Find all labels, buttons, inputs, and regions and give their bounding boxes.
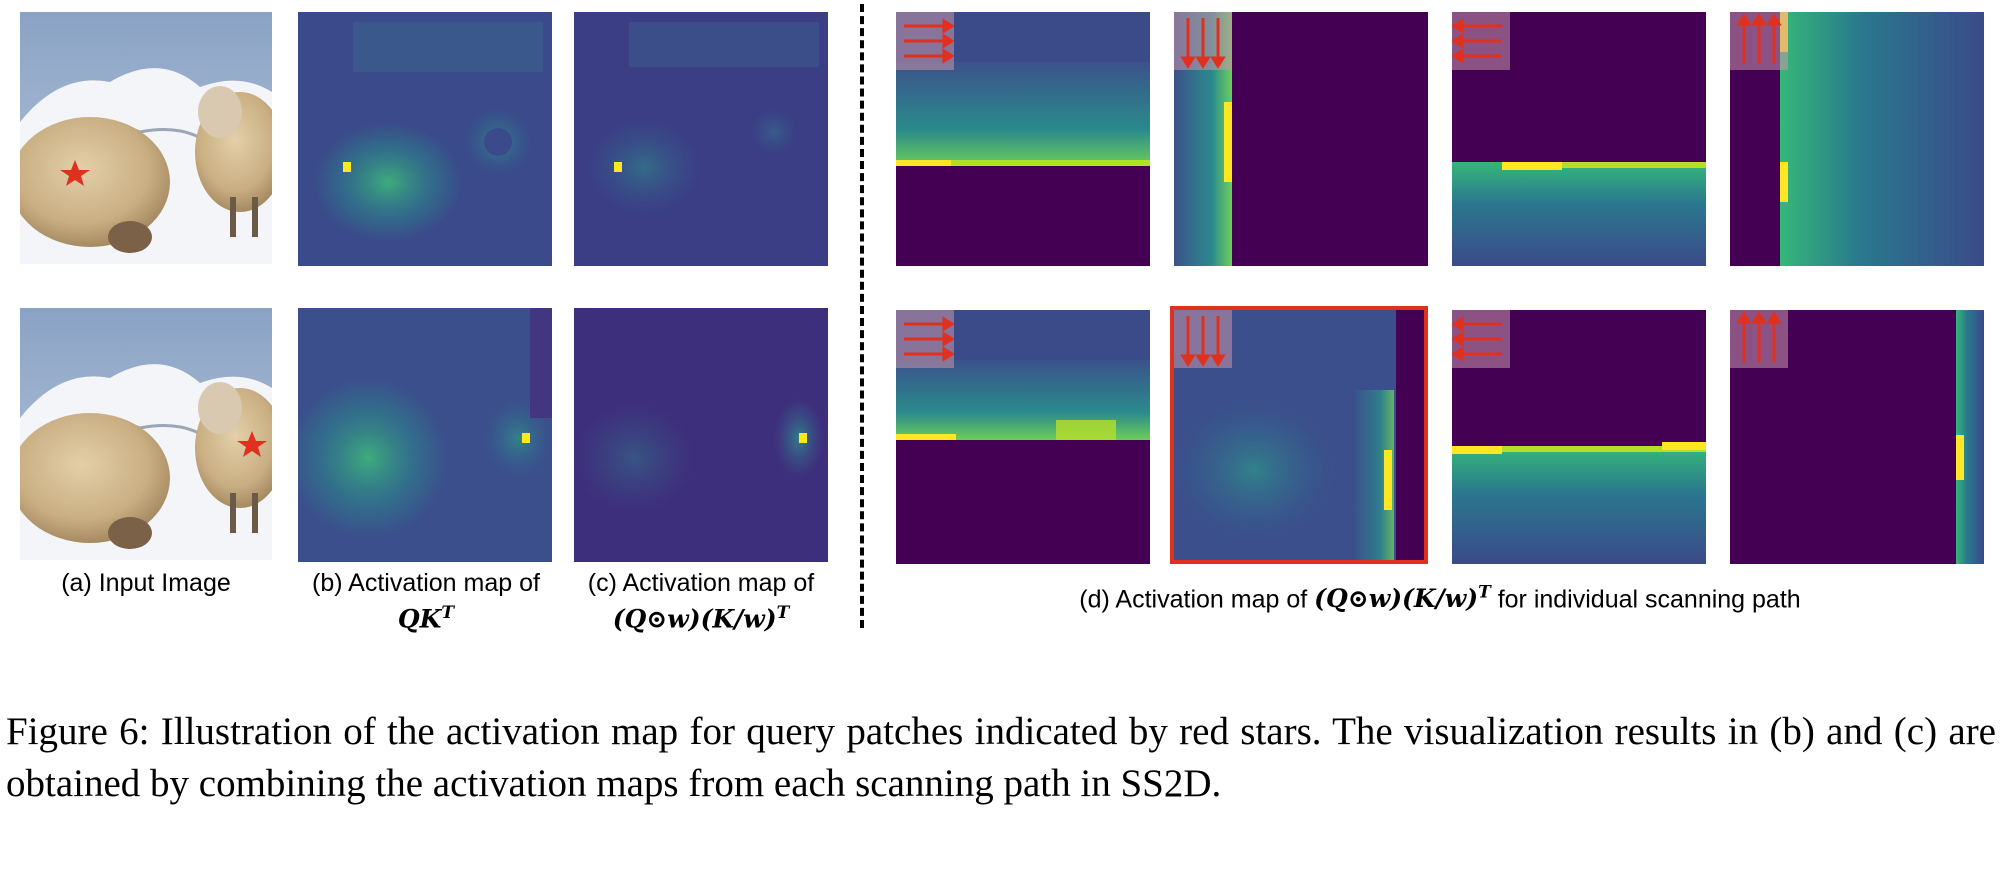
query-star-icon bbox=[237, 431, 267, 457]
scan-map-top-4 bbox=[1730, 12, 1984, 266]
sublabel-b-formula: QKT bbox=[286, 598, 566, 634]
horizontal-reverse-scan-icon bbox=[1452, 12, 1510, 70]
sublabel-b-formula-sup: T bbox=[441, 603, 455, 623]
sublabel-b-text: (b) Activation map of bbox=[312, 569, 540, 597]
scan-map-top-1 bbox=[896, 12, 1150, 266]
query-star-icon bbox=[60, 160, 90, 186]
sublabel-a: (a) Input Image bbox=[20, 568, 272, 598]
input-image-top bbox=[20, 12, 272, 264]
sublabel-b: (b) Activation map of QKT bbox=[286, 568, 566, 634]
sublabel-d-formula: (Q⊙w)(K/w)T bbox=[1314, 583, 1491, 614]
vertical-reverse-scan-icon bbox=[1730, 310, 1788, 368]
sublabel-c-formula-body: (Q⊙w)(K/w) bbox=[612, 604, 777, 634]
qk-activation-map-top bbox=[298, 12, 552, 266]
scan-map-top-3 bbox=[1452, 12, 1706, 266]
sublabel-c-formula-sup: T bbox=[776, 603, 790, 623]
sublabel-d-suffix: for individual scanning path bbox=[1497, 585, 1801, 614]
horizontal-reverse-scan-icon bbox=[1452, 310, 1510, 368]
scan-map-top-2 bbox=[1174, 12, 1428, 266]
horizontal-scan-icon bbox=[896, 12, 954, 70]
sublabel-b-formula-body: QK bbox=[397, 604, 442, 634]
scan-map-bottom-4 bbox=[1730, 310, 1984, 564]
sublabel-d-prefix: (d) Activation map of bbox=[1079, 585, 1308, 614]
sublabel-a-text: (a) Input Image bbox=[61, 569, 231, 597]
sublabel-c: (c) Activation map of (Q⊙w)(K/w)T bbox=[566, 568, 836, 634]
figure-caption: Figure 6: Illustration of the activation… bbox=[6, 710, 1996, 805]
scan-map-bottom-2 bbox=[1174, 310, 1428, 564]
qk-activation-map-bottom bbox=[298, 308, 552, 562]
input-image-bottom bbox=[20, 308, 272, 560]
vertical-scan-icon bbox=[1174, 310, 1232, 368]
sublabel-d: (d) Activation map of (Q⊙w)(K/w)T for in… bbox=[896, 578, 1984, 614]
vertical-reverse-scan-icon bbox=[1730, 12, 1788, 70]
horizontal-scan-icon bbox=[896, 310, 954, 368]
sublabel-d-formula-body: (Q⊙w)(K/w) bbox=[1314, 584, 1479, 614]
weighted-activation-map-bottom bbox=[574, 308, 828, 562]
sublabel-d-formula-sup: T bbox=[1478, 583, 1491, 603]
sublabel-c-formula: (Q⊙w)(K/w)T bbox=[566, 598, 836, 634]
vertical-scan-icon bbox=[1174, 12, 1232, 70]
weighted-activation-map-top bbox=[574, 12, 828, 266]
sublabel-c-text: (c) Activation map of bbox=[587, 569, 815, 597]
section-divider bbox=[860, 4, 864, 628]
scan-map-bottom-1 bbox=[896, 310, 1150, 564]
scan-map-bottom-3 bbox=[1452, 310, 1706, 564]
